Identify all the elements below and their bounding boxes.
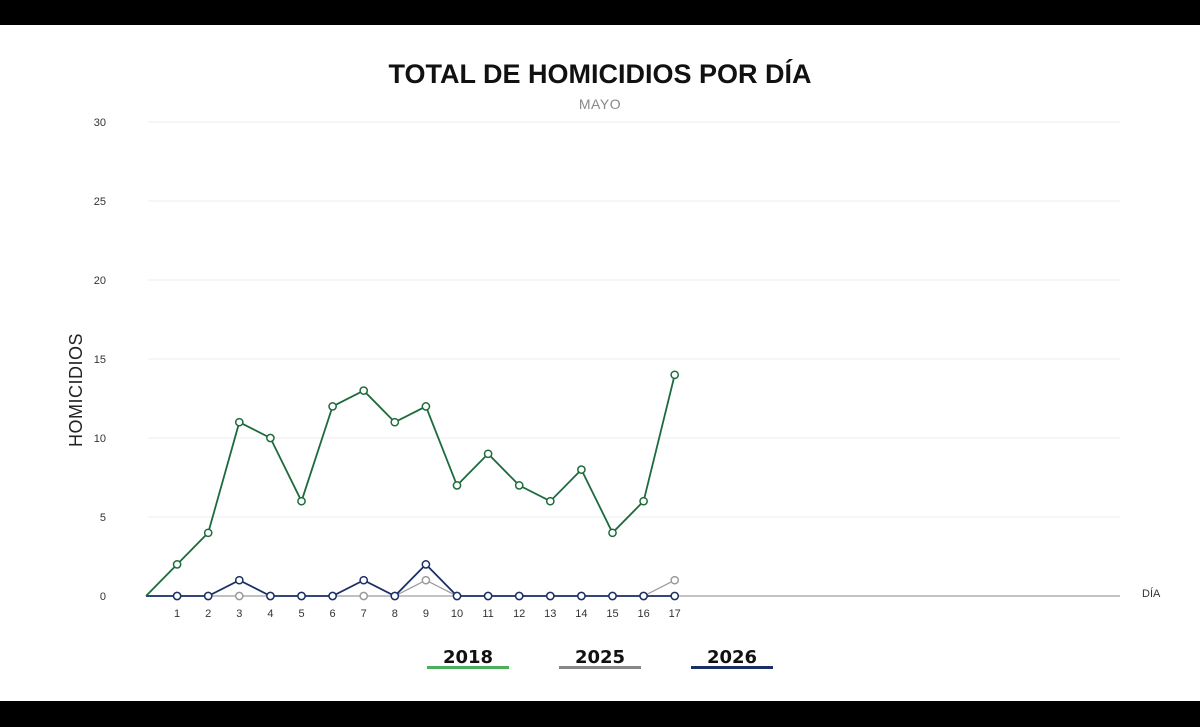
- y-tick-label-20: 20: [94, 275, 106, 287]
- x-tick-label-11: 11: [482, 608, 493, 620]
- y-axis-label: HOMICIDIOS: [66, 333, 86, 447]
- point-2026-day-10: [452, 591, 462, 601]
- point-2018-day-4: [266, 433, 275, 443]
- y-axis-ticks: 0 5 10 15 20 25 30: [94, 117, 106, 603]
- point-2026-day-16: [639, 591, 648, 601]
- y-tick-label-15: 15: [94, 354, 106, 366]
- point-2025-day-3: [234, 591, 244, 601]
- x-tick-label-12: 12: [513, 608, 525, 620]
- legend-label-2026: 2026: [707, 647, 757, 668]
- point-2018-day-11: [483, 449, 493, 459]
- series-layer: [145, 370, 680, 601]
- point-2018-day-9: [421, 402, 431, 411]
- series-2018: [145, 370, 680, 597]
- point-2018-day-17: [670, 370, 680, 380]
- x-tick-label-6: 6: [330, 608, 336, 620]
- legend-label-2025: 2025: [575, 647, 625, 668]
- point-2018-day-5: [297, 496, 306, 506]
- y-tick-label-5: 5: [100, 512, 106, 524]
- point-2018-day-14: [577, 465, 586, 474]
- point-2018-day-3: [234, 417, 244, 427]
- point-2026-day-7: [359, 575, 369, 585]
- point-2026-day-15: [608, 591, 617, 601]
- y-tick-label-25: 25: [94, 196, 106, 208]
- x-tick-label-14: 14: [575, 608, 587, 620]
- line-chart: TOTAL DE HOMICIDIOS POR DÍA MAYO 0510152…: [66, 58, 1161, 669]
- x-tick-label-3: 3: [236, 608, 242, 620]
- point-2018-day-1: [172, 560, 182, 569]
- point-2025-day-9: [421, 575, 431, 585]
- x-tick-label-7: 7: [361, 608, 367, 620]
- point-2026-day-8: [390, 591, 400, 601]
- point-2026-day-12: [514, 591, 524, 601]
- legend-swatch-2026: [691, 666, 773, 669]
- x-axis-label: DÍA: [1142, 587, 1161, 600]
- x-tick-label-5: 5: [298, 608, 304, 620]
- point-2018-day-12: [514, 481, 524, 490]
- point-2026-day-6: [328, 591, 337, 601]
- chart-frame: TOTAL DE HOMICIDIOS POR DÍA MAYO 0 5 10 15 2…: [0, 25, 1200, 701]
- point-2026-day-13: [545, 591, 555, 601]
- point-2026-day-11: [483, 591, 493, 601]
- x-axis-ticks: 1 2 3 4 5 6 7 8 9 10 11 12 13 14 15 16 17: [174, 608, 681, 620]
- x-tick-label-9: 9: [423, 608, 429, 620]
- series-line-2026: [146, 563, 675, 598]
- x-tick-label-17: 17: [669, 608, 681, 620]
- point-2026-day-9: [421, 560, 431, 569]
- legend-swatch-2018: [427, 666, 509, 669]
- point-2026-day-1: [172, 591, 182, 601]
- point-2025-day-17: [670, 575, 680, 585]
- point-2018-day-2: [203, 528, 213, 538]
- legend: 2018 2025 2026: [427, 647, 773, 669]
- grid-lines: [148, 121, 1120, 518]
- point-2018-day-10: [452, 481, 462, 490]
- y-tick-label-0: 0: [100, 591, 106, 603]
- chart-title: TOTAL DE HOMICIDIOS POR DÍA: [388, 58, 811, 89]
- point-2018-day-6: [328, 402, 337, 411]
- point-2026-day-2: [203, 591, 213, 601]
- x-tick-label-4: 4: [267, 608, 273, 620]
- point-2026-day-17: [670, 591, 680, 601]
- point-2025-day-7: [359, 591, 369, 601]
- x-tick-label-13: 13: [544, 608, 556, 620]
- x-tick-label-1: 1: [174, 608, 180, 620]
- point-2018-day-15: [608, 528, 617, 538]
- legend-swatch-2025: [559, 666, 641, 669]
- x-tick-label-10: 10: [451, 608, 463, 620]
- chart-subtitle: MAYO: [579, 96, 621, 112]
- series-2026: [146, 560, 680, 601]
- point-2018-day-7: [359, 386, 369, 395]
- point-2026-day-4: [266, 591, 275, 601]
- point-2026-day-14: [577, 591, 586, 601]
- point-2018-day-13: [545, 496, 555, 506]
- series-line-2018: [145, 374, 676, 597]
- x-tick-label-16: 16: [637, 608, 649, 620]
- x-tick-label-2: 2: [205, 608, 211, 620]
- point-2026-day-3: [234, 575, 244, 585]
- point-2018-day-16: [639, 496, 648, 506]
- y-tick-label-30: 30: [94, 117, 106, 129]
- x-tick-label-8: 8: [392, 608, 398, 620]
- x-tick-label-15: 15: [606, 608, 618, 620]
- y-tick-label-10: 10: [94, 433, 106, 445]
- point-2026-day-5: [297, 591, 306, 601]
- legend-label-2018: 2018: [443, 647, 493, 668]
- point-2018-day-8: [390, 417, 400, 427]
